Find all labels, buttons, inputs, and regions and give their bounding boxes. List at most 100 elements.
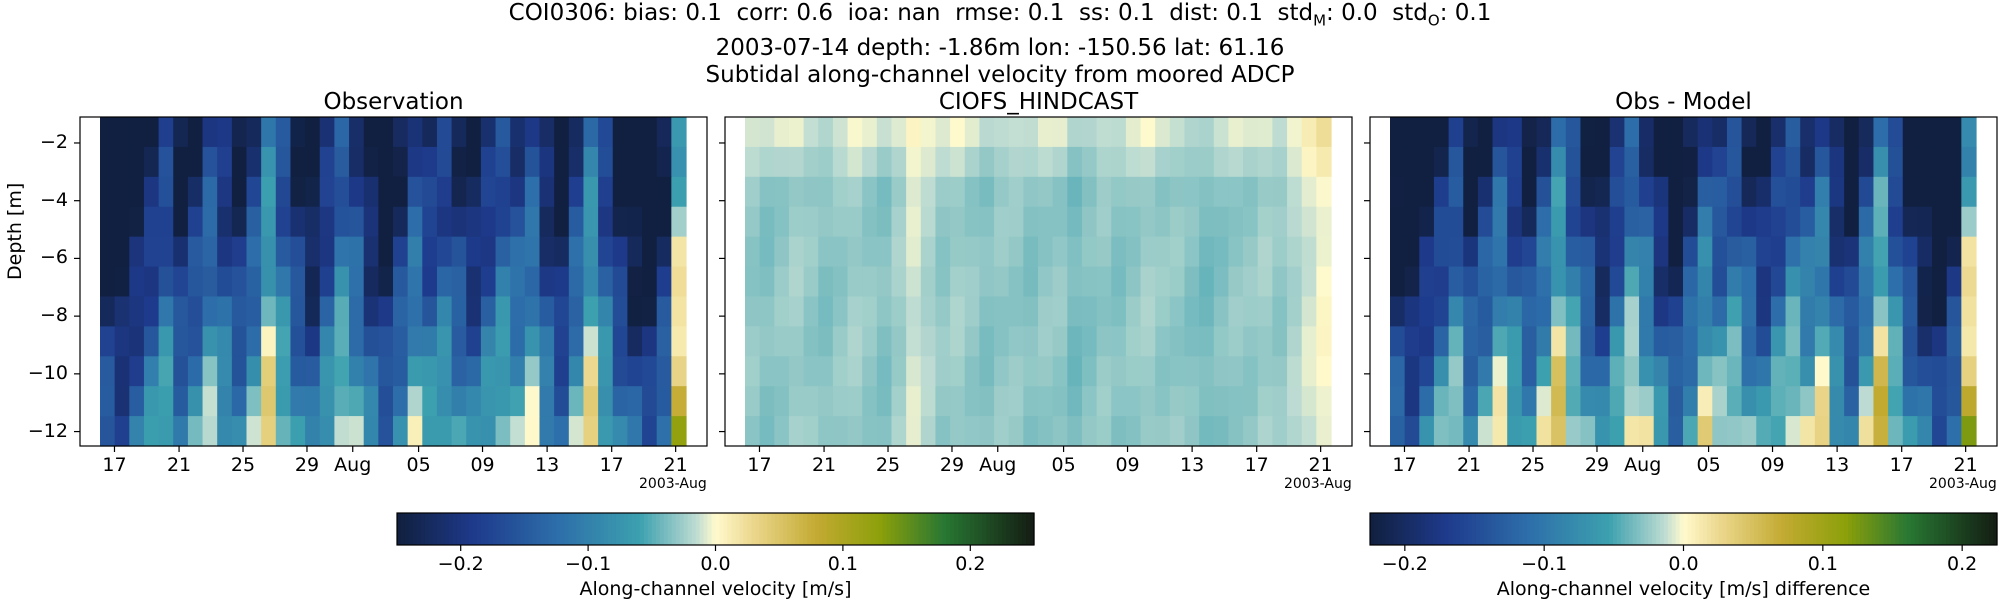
metric-rmse-label: rmse: — [955, 0, 1021, 26]
heatmap-cell — [1404, 146, 1420, 178]
heatmap-cell — [1257, 236, 1273, 268]
heatmap-cell — [656, 176, 672, 208]
heatmap-cell — [774, 326, 790, 357]
heatmap-cell — [1390, 206, 1406, 238]
heatmap-cell — [1595, 176, 1611, 208]
heatmap-cell — [1243, 266, 1259, 298]
heatmap-cell — [906, 176, 922, 208]
heatmap-cell — [275, 326, 292, 357]
heatmap-cell — [1668, 146, 1684, 178]
heatmap-cell — [950, 326, 966, 357]
heatmap-cell — [1800, 296, 1816, 327]
heatmap-cell — [173, 416, 189, 447]
y-tick-label: −4 — [39, 188, 68, 211]
heatmap-cell — [612, 236, 628, 268]
heatmap-cell — [906, 326, 922, 357]
heatmap-cell — [393, 386, 409, 417]
heatmap-cell — [1477, 416, 1494, 447]
heatmap-cell — [906, 266, 922, 298]
heatmap-cell — [129, 117, 145, 148]
heatmap-cell — [378, 236, 394, 268]
colorbar-segment — [1022, 513, 1027, 545]
heatmap-cell — [217, 176, 233, 208]
heatmap-cell — [1477, 117, 1494, 148]
heatmap-cell — [1551, 117, 1567, 148]
heatmap-cell — [1726, 266, 1743, 298]
heatmap-cell — [1814, 386, 1831, 417]
heatmap-cell — [1785, 416, 1801, 447]
heatmap-cell — [1873, 176, 1889, 208]
heatmap-cell — [1301, 326, 1317, 357]
heatmap-cell — [1609, 416, 1625, 447]
heatmap-cell — [1565, 356, 1582, 387]
x-tick-label: 13 — [535, 454, 560, 476]
colorbar-segment — [966, 513, 971, 545]
heatmap-cell — [1756, 296, 1772, 327]
heatmap-cell — [803, 326, 819, 357]
heatmap-cell — [1800, 236, 1816, 268]
heatmap-cell — [1155, 117, 1171, 148]
heatmap-cell — [100, 266, 116, 298]
colorbar-segment — [1855, 513, 1861, 545]
heatmap-cell — [818, 386, 834, 417]
heatmap-cell — [1639, 266, 1655, 298]
heatmap-cell — [774, 266, 790, 298]
heatmap-cell — [1404, 416, 1420, 447]
x-tick-label: 21 — [663, 454, 688, 476]
colorbar-segment — [1507, 513, 1512, 545]
heatmap-cell — [539, 416, 555, 447]
heatmap-cell — [524, 176, 541, 208]
heatmap-cell — [1858, 296, 1875, 327]
heatmap-cell — [1169, 146, 1186, 178]
heatmap-cell — [1712, 206, 1728, 238]
heatmap-cell — [1917, 117, 1933, 148]
heatmap-cell — [979, 206, 995, 238]
heatmap-cell — [1008, 416, 1024, 447]
heatmap-cell — [891, 146, 907, 178]
heatmap-cell — [1096, 386, 1112, 417]
heatmap-cell — [202, 117, 218, 148]
colorbar-segment — [958, 513, 963, 545]
heatmap-cell — [1814, 296, 1831, 327]
heatmap-cell — [803, 117, 819, 148]
heatmap-cell — [451, 236, 467, 268]
colorbar-segment — [1946, 513, 1951, 545]
heatmap-cell — [173, 146, 189, 178]
heatmap-cell — [510, 176, 526, 208]
heatmap-cell — [495, 296, 511, 327]
colorbar-segment — [635, 513, 641, 545]
colorbar-segment — [918, 513, 924, 545]
heatmap-cell — [1829, 176, 1845, 208]
heatmap-cell — [1257, 296, 1273, 327]
heatmap-cell — [100, 386, 116, 417]
heatmap-cell — [1946, 206, 1962, 238]
heatmap-cell — [158, 176, 174, 208]
heatmap-cell — [1184, 266, 1200, 298]
heatmap-cell — [187, 117, 204, 148]
heatmap-cell — [1023, 206, 1039, 238]
heatmap-cell — [1668, 176, 1684, 208]
colorbar-segment — [580, 513, 585, 545]
colorbar-segment — [715, 513, 721, 545]
colorbar-segment — [1030, 513, 1035, 545]
heatmap-cell — [1888, 356, 1904, 387]
heatmap-cell — [1888, 117, 1904, 148]
heatmap-cell — [745, 266, 761, 298]
heatmap-cell — [480, 117, 497, 148]
heatmap-cell — [393, 326, 409, 357]
heatmap-cell — [1448, 416, 1464, 447]
heatmap-cell — [1463, 386, 1479, 417]
heatmap-cell — [1697, 117, 1713, 148]
colorbar-segment — [1844, 513, 1849, 545]
heatmap-cell — [246, 416, 262, 447]
colorbar-tick-label: 0.2 — [955, 553, 986, 575]
heatmap-cell — [642, 296, 658, 327]
heatmap-cell — [1932, 236, 1948, 268]
heatmap-cell — [495, 176, 511, 208]
heatmap-cell — [1946, 296, 1962, 327]
heatmap-cell — [495, 386, 511, 417]
colorbar-segment — [779, 513, 784, 545]
heatmap-cell — [788, 236, 805, 268]
colorbar-segment — [631, 513, 637, 545]
x-offset-label: 2003-Aug — [639, 476, 707, 492]
